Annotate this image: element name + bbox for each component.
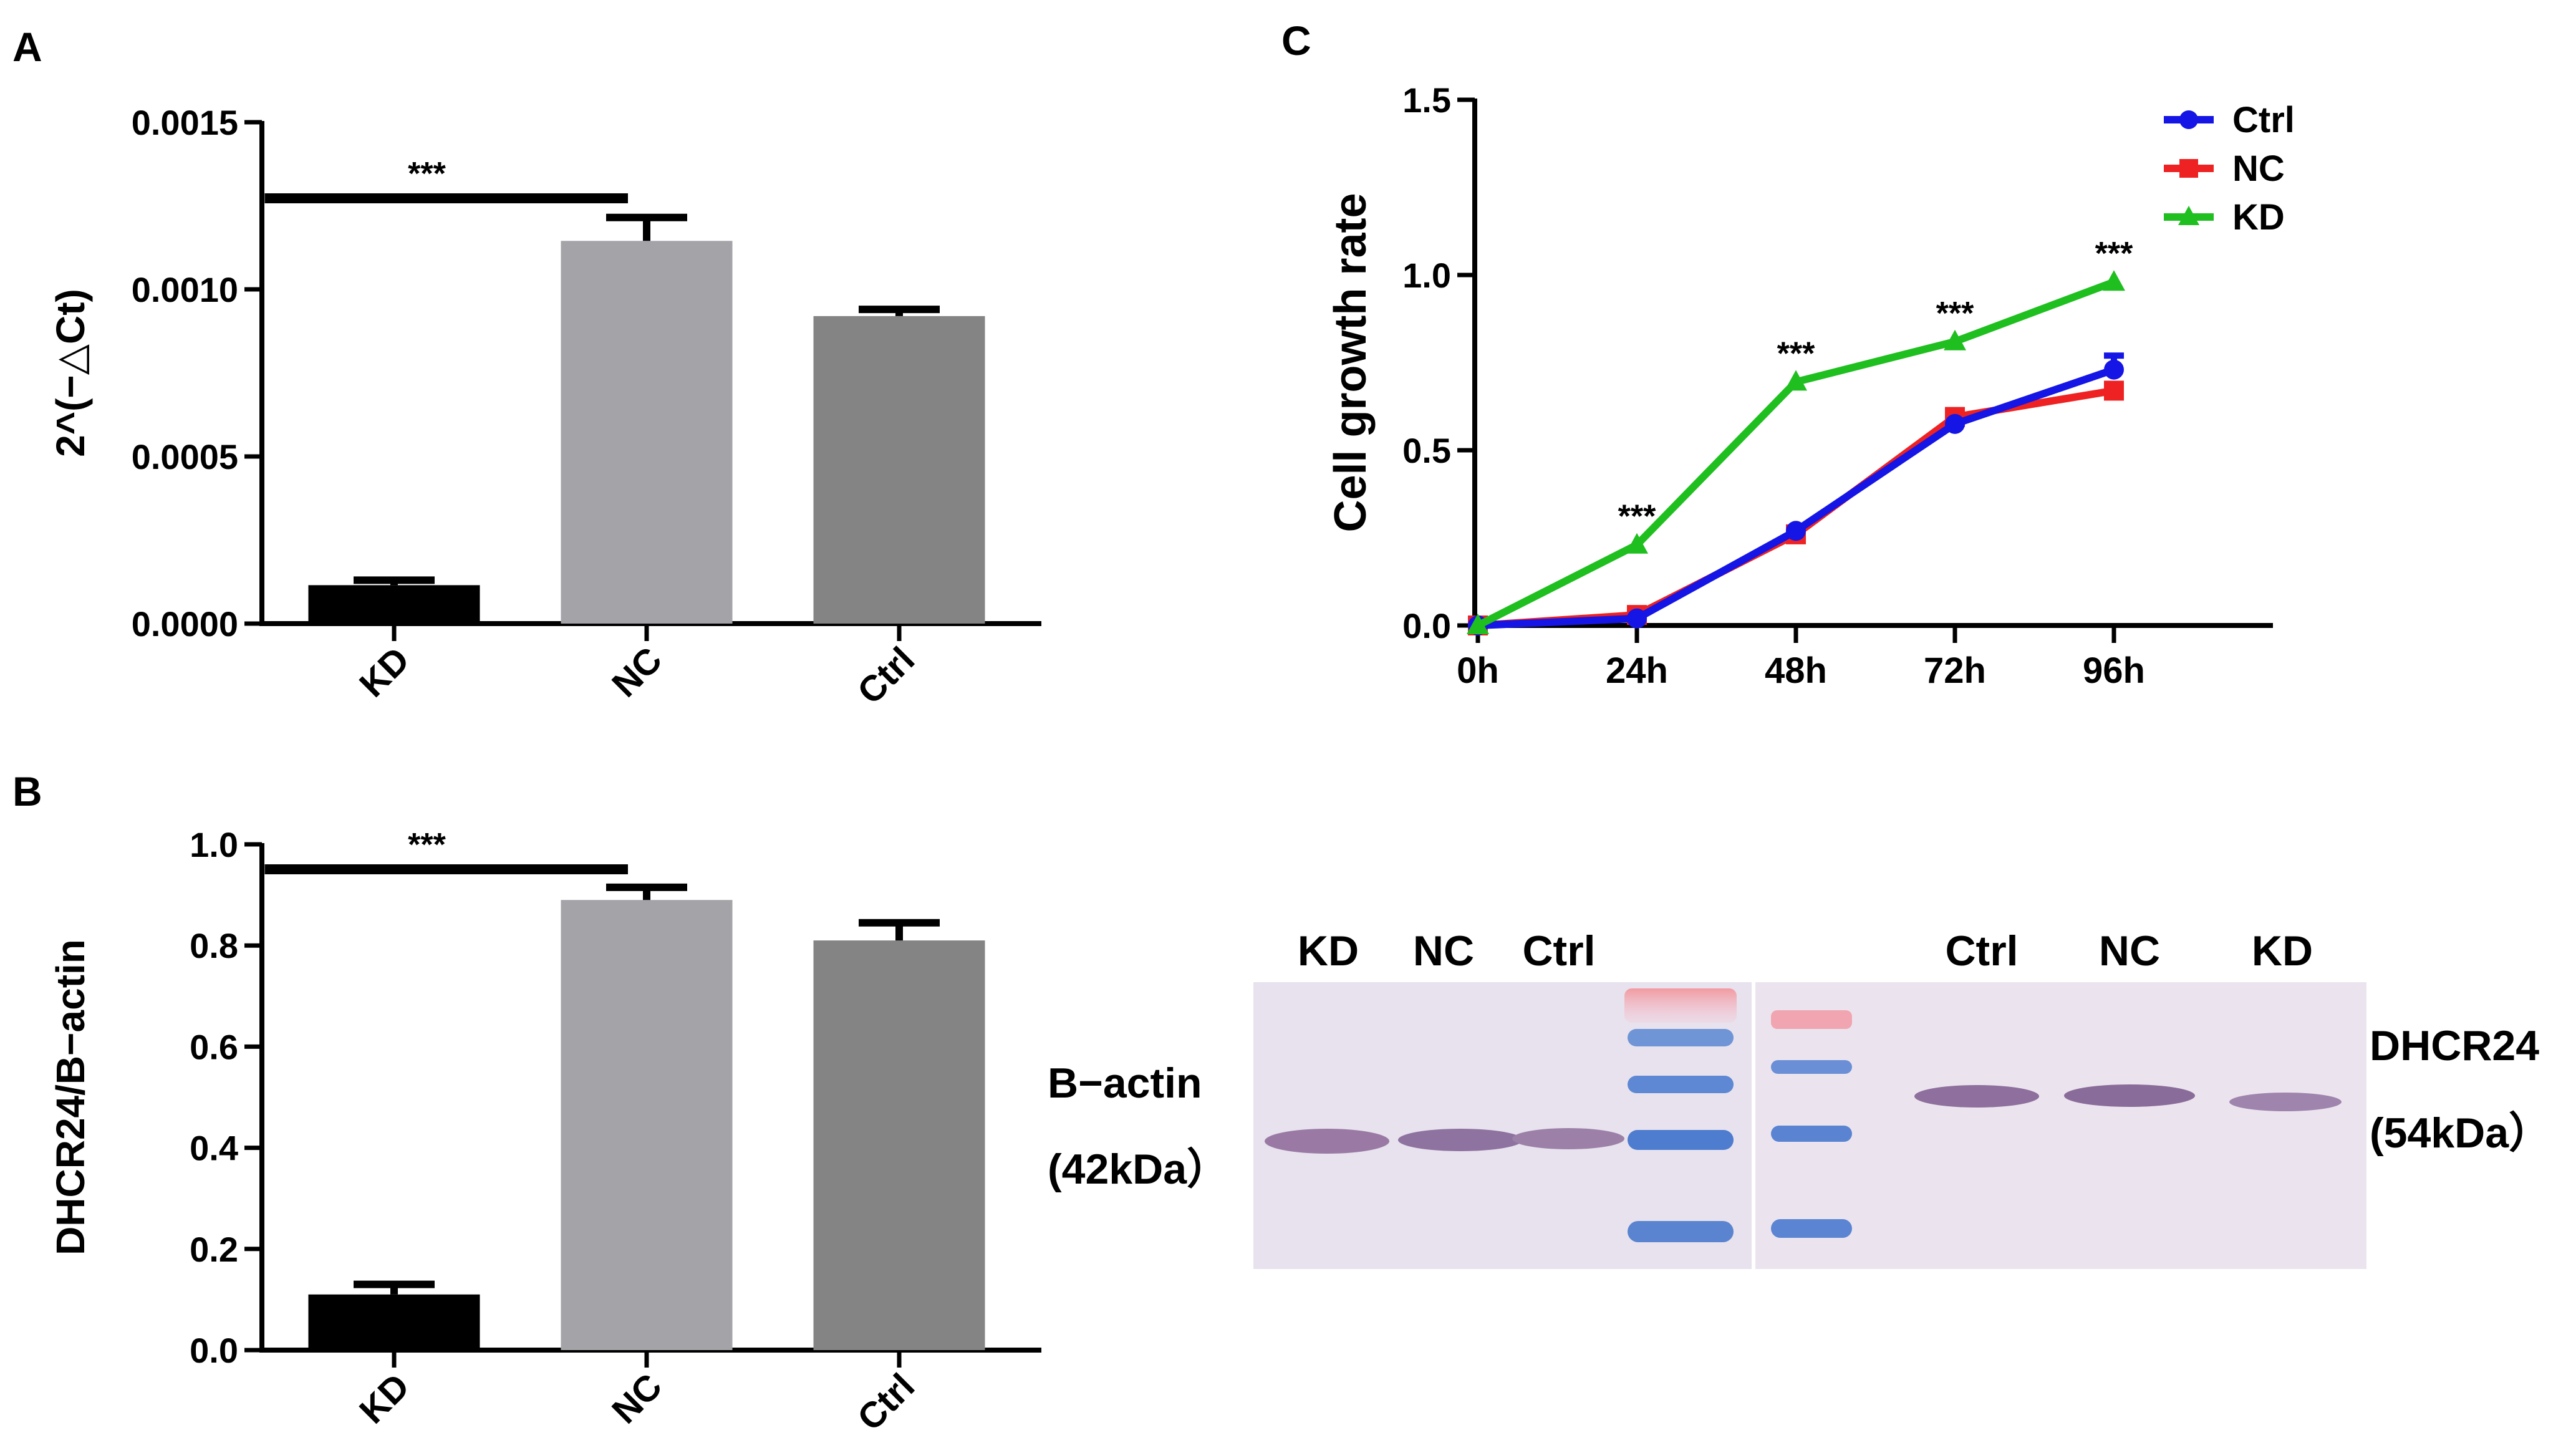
ladder-left-band-4 xyxy=(1628,1221,1734,1242)
ladder-right-band-1 xyxy=(1771,1060,1852,1074)
chart-b-y-label: DHCR24/B−actin xyxy=(48,939,93,1255)
chart-b-significance-label: *** xyxy=(408,827,446,863)
chart-b-bar-ctrl xyxy=(813,940,985,1350)
ladder-right-band-3 xyxy=(1771,1219,1852,1238)
panel-label-b: B xyxy=(12,768,42,814)
blot-left-lane-1: KD xyxy=(1298,927,1359,975)
ladder-right-band-2 xyxy=(1771,1126,1852,1142)
chart-c-y-tick-label: 1.5 xyxy=(1402,80,1451,120)
chart-b-y-tick-label: 0.8 xyxy=(190,926,238,965)
panel-label-c: C xyxy=(1281,17,1311,64)
chart-a-y-label: 2^(−△Ct) xyxy=(48,289,93,457)
chart-c-annotation: *** xyxy=(2095,236,2133,272)
chart-b-y-tick-label: 0.6 xyxy=(190,1027,238,1066)
band-dhcr24-ctrl xyxy=(1914,1085,2039,1108)
blot-left-weight: (42kDa） xyxy=(1048,1146,1229,1193)
blot-right-lane-2: NC xyxy=(2099,927,2160,975)
band-actin-nc xyxy=(1398,1129,1523,1151)
chart-b-bar-nc xyxy=(561,900,733,1350)
chart-b-bar-kd xyxy=(308,1294,480,1350)
blot-right-protein: DHCR24 xyxy=(2370,1022,2539,1069)
band-dhcr24-nc xyxy=(2064,1084,2195,1107)
chart-b-y-tick-label: 0.2 xyxy=(190,1230,238,1269)
chart-a-category-label-kd: KD xyxy=(352,639,417,705)
chart-c-point-kd xyxy=(1944,329,1966,350)
chart-c-point-kd xyxy=(1467,614,1489,634)
chart-b-y-tick-label: 0.0 xyxy=(190,1331,238,1370)
chart-c-annotation: *** xyxy=(1618,499,1656,535)
chart-b-category-label-nc: NC xyxy=(604,1366,670,1431)
chart-c-point-ctrl xyxy=(2104,359,2124,380)
chart-c-y-label: Cell growth rate xyxy=(1326,193,1376,532)
ladder-left-band-2 xyxy=(1628,1076,1734,1093)
blot-left-protein: B−actin xyxy=(1048,1059,1202,1107)
ladder-left-top xyxy=(1624,988,1737,1023)
chart-c-legend-label-kd: KD xyxy=(2232,197,2285,238)
chart-c-line-kd xyxy=(1476,278,2116,629)
chart-c-line: 0.0 0.5 1.0 1.5 Cell growth rate 0h 24h 48h 72h 9… xyxy=(1326,80,2295,691)
chart-a-y-tick-label: 0.0010 xyxy=(132,270,238,309)
chart-b-category-label-ctrl: Ctrl xyxy=(850,1366,923,1439)
western-blot: KD NC Ctrl Ctrl NC KD B−actin (42kDa） DH… xyxy=(1048,927,2551,1269)
chart-c-x-tick-label: 72h xyxy=(1924,650,1986,691)
band-actin-ctrl xyxy=(1512,1128,1624,1149)
chart-c-point-nc xyxy=(2104,380,2124,401)
chart-c-x-tick-label: 0h xyxy=(1457,650,1499,691)
ladder-right-top xyxy=(1771,1010,1852,1029)
chart-c-point-kd xyxy=(1626,533,1648,554)
chart-c-legend-label-nc: NC xyxy=(2232,148,2285,189)
chart-a-y-tick-label: 0.0015 xyxy=(132,103,238,142)
panel-label-a: A xyxy=(12,24,42,70)
chart-c-x-tick-label: 24h xyxy=(1606,650,1668,691)
chart-a-bar-nc xyxy=(561,241,733,624)
chart-c-x-tick-label: 96h xyxy=(2083,650,2145,691)
chart-c-legend-label-ctrl: Ctrl xyxy=(2232,100,2295,140)
chart-c-line-nc xyxy=(1477,387,2115,629)
ladder-left-band-1 xyxy=(1628,1029,1734,1046)
chart-c-annotation: *** xyxy=(1777,335,1815,372)
band-dhcr24-kd xyxy=(2229,1093,2342,1111)
ladder-left-band-3 xyxy=(1628,1130,1734,1150)
band-actin-kd xyxy=(1265,1129,1389,1154)
chart-b-category-label-kd: KD xyxy=(352,1366,417,1431)
chart-c-legend-marker-ctrl xyxy=(2179,110,2198,129)
chart-b-bar: 0.0 0.2 0.4 0.6 0.8 1.0 DHCR24/B−actin KD NC Ctrl… xyxy=(48,825,1041,1439)
blot-right-membrane xyxy=(1755,982,2366,1269)
chart-c-legend-marker-nc xyxy=(2179,159,2198,178)
chart-c-point-ctrl xyxy=(1627,608,1647,629)
chart-a-bar-ctrl xyxy=(813,316,985,624)
chart-a-y-tick-label: 0.0000 xyxy=(132,604,238,644)
blot-right-lane-1: Ctrl xyxy=(1945,927,2018,975)
chart-c-y-tick-label: 0.0 xyxy=(1402,606,1451,645)
chart-c-point-kd xyxy=(2103,270,2125,291)
blot-right-lane-3: KD xyxy=(2252,927,2313,975)
chart-a-significance-label: *** xyxy=(408,156,446,192)
chart-c-annotation: *** xyxy=(1936,296,1974,332)
chart-c-point-ctrl xyxy=(1945,413,1965,434)
chart-c-legend-marker-kd xyxy=(2178,206,2199,225)
chart-a-bar-kd xyxy=(308,585,480,624)
chart-b-y-tick-label: 1.0 xyxy=(190,825,238,864)
chart-c-point-ctrl xyxy=(1786,521,1806,541)
chart-c-y-tick-label: 1.0 xyxy=(1402,256,1451,295)
chart-c-y-tick-label: 0.5 xyxy=(1402,431,1451,470)
chart-b-y-tick-label: 0.4 xyxy=(190,1129,238,1168)
chart-c-x-tick-label: 48h xyxy=(1765,650,1827,691)
chart-c-point-kd xyxy=(1785,370,1807,391)
chart-a-category-label-ctrl: Ctrl xyxy=(850,639,923,712)
chart-a-y-tick-label: 0.0005 xyxy=(132,437,238,476)
blot-left-lane-2: NC xyxy=(1413,927,1474,975)
chart-a-bar: 0.0000 0.0005 0.0010 0.0015 2^(−△Ct) KD NC Ctrl… xyxy=(48,103,1041,712)
blot-left-lane-3: Ctrl xyxy=(1522,927,1595,975)
chart-a-category-label-nc: NC xyxy=(604,639,670,705)
blot-right-weight: (54kDa） xyxy=(2370,1109,2551,1157)
